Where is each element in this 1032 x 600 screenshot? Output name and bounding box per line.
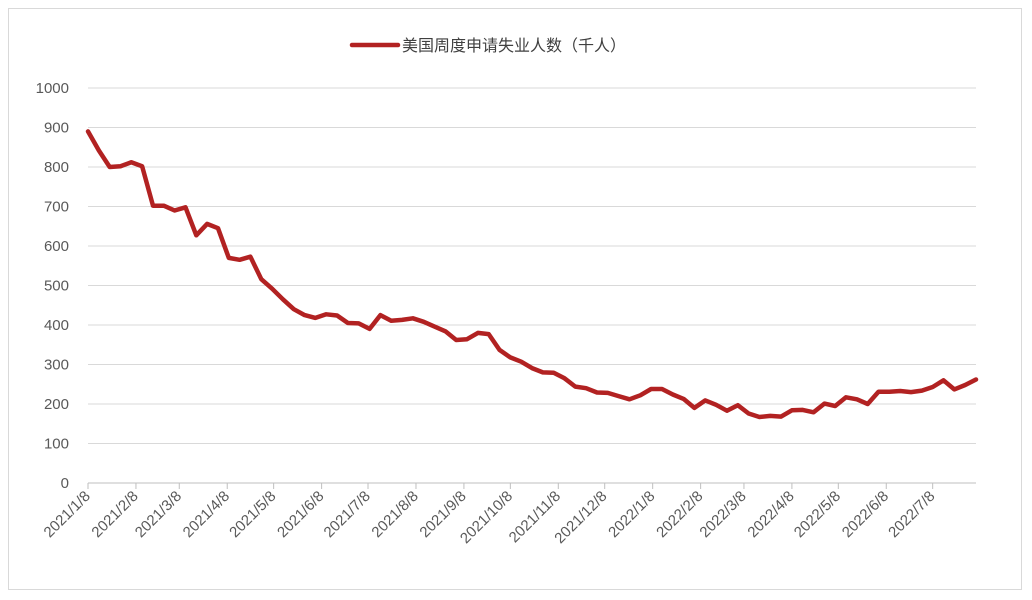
y-tick-label: 1000 <box>36 80 69 97</box>
y-tick-label: 800 <box>44 159 69 176</box>
x-tick-label: 2021/2/8 <box>88 488 141 541</box>
y-tick-label: 0 <box>61 475 69 492</box>
x-tick-label: 2021/7/8 <box>321 488 374 541</box>
gridlines <box>88 87 976 444</box>
x-tick-label: 2021/6/8 <box>274 488 327 541</box>
y-tick-label: 100 <box>44 436 69 453</box>
x-tick-label: 2022/7/8 <box>885 488 938 541</box>
y-tick-label: 700 <box>44 199 69 216</box>
y-tick-label: 200 <box>44 396 69 413</box>
x-tick-label: 2022/4/8 <box>744 488 797 541</box>
y-tick-label: 900 <box>44 120 69 137</box>
x-tick-label: 2022/6/8 <box>839 488 892 541</box>
y-tick-label: 400 <box>44 317 69 334</box>
legend-label: 美国周度申请失业人数（千人） <box>402 36 626 55</box>
y-tick-label: 600 <box>44 238 69 255</box>
y-axis-ticks: 0 100 200 300 400 500 600 700 800 900 1000 <box>36 80 69 492</box>
x-tick-label: 2021/3/8 <box>132 488 185 541</box>
x-tick-label: 2022/3/8 <box>696 488 749 541</box>
chart-frame <box>8 8 1022 590</box>
series-line <box>85 129 979 420</box>
y-tick-label: 500 <box>44 278 69 295</box>
x-tick-label: 2021/8/8 <box>368 488 421 541</box>
y-tick-label: 300 <box>44 357 69 374</box>
x-tick-label: 2021/1/8 <box>41 488 94 541</box>
x-tick-label: 2022/5/8 <box>791 488 844 541</box>
x-tick-label: 2022/1/8 <box>605 488 658 541</box>
x-tick-label: 2021/5/8 <box>226 488 279 541</box>
x-tick-label: 2021/4/8 <box>180 488 233 541</box>
x-axis-ticks: 2021/1/82021/2/82021/3/82021/4/82021/5/8… <box>41 483 939 547</box>
x-tick-label: 2022/2/8 <box>653 488 706 541</box>
legend[interactable]: 美国周度申请失业人数（千人） <box>349 36 626 55</box>
